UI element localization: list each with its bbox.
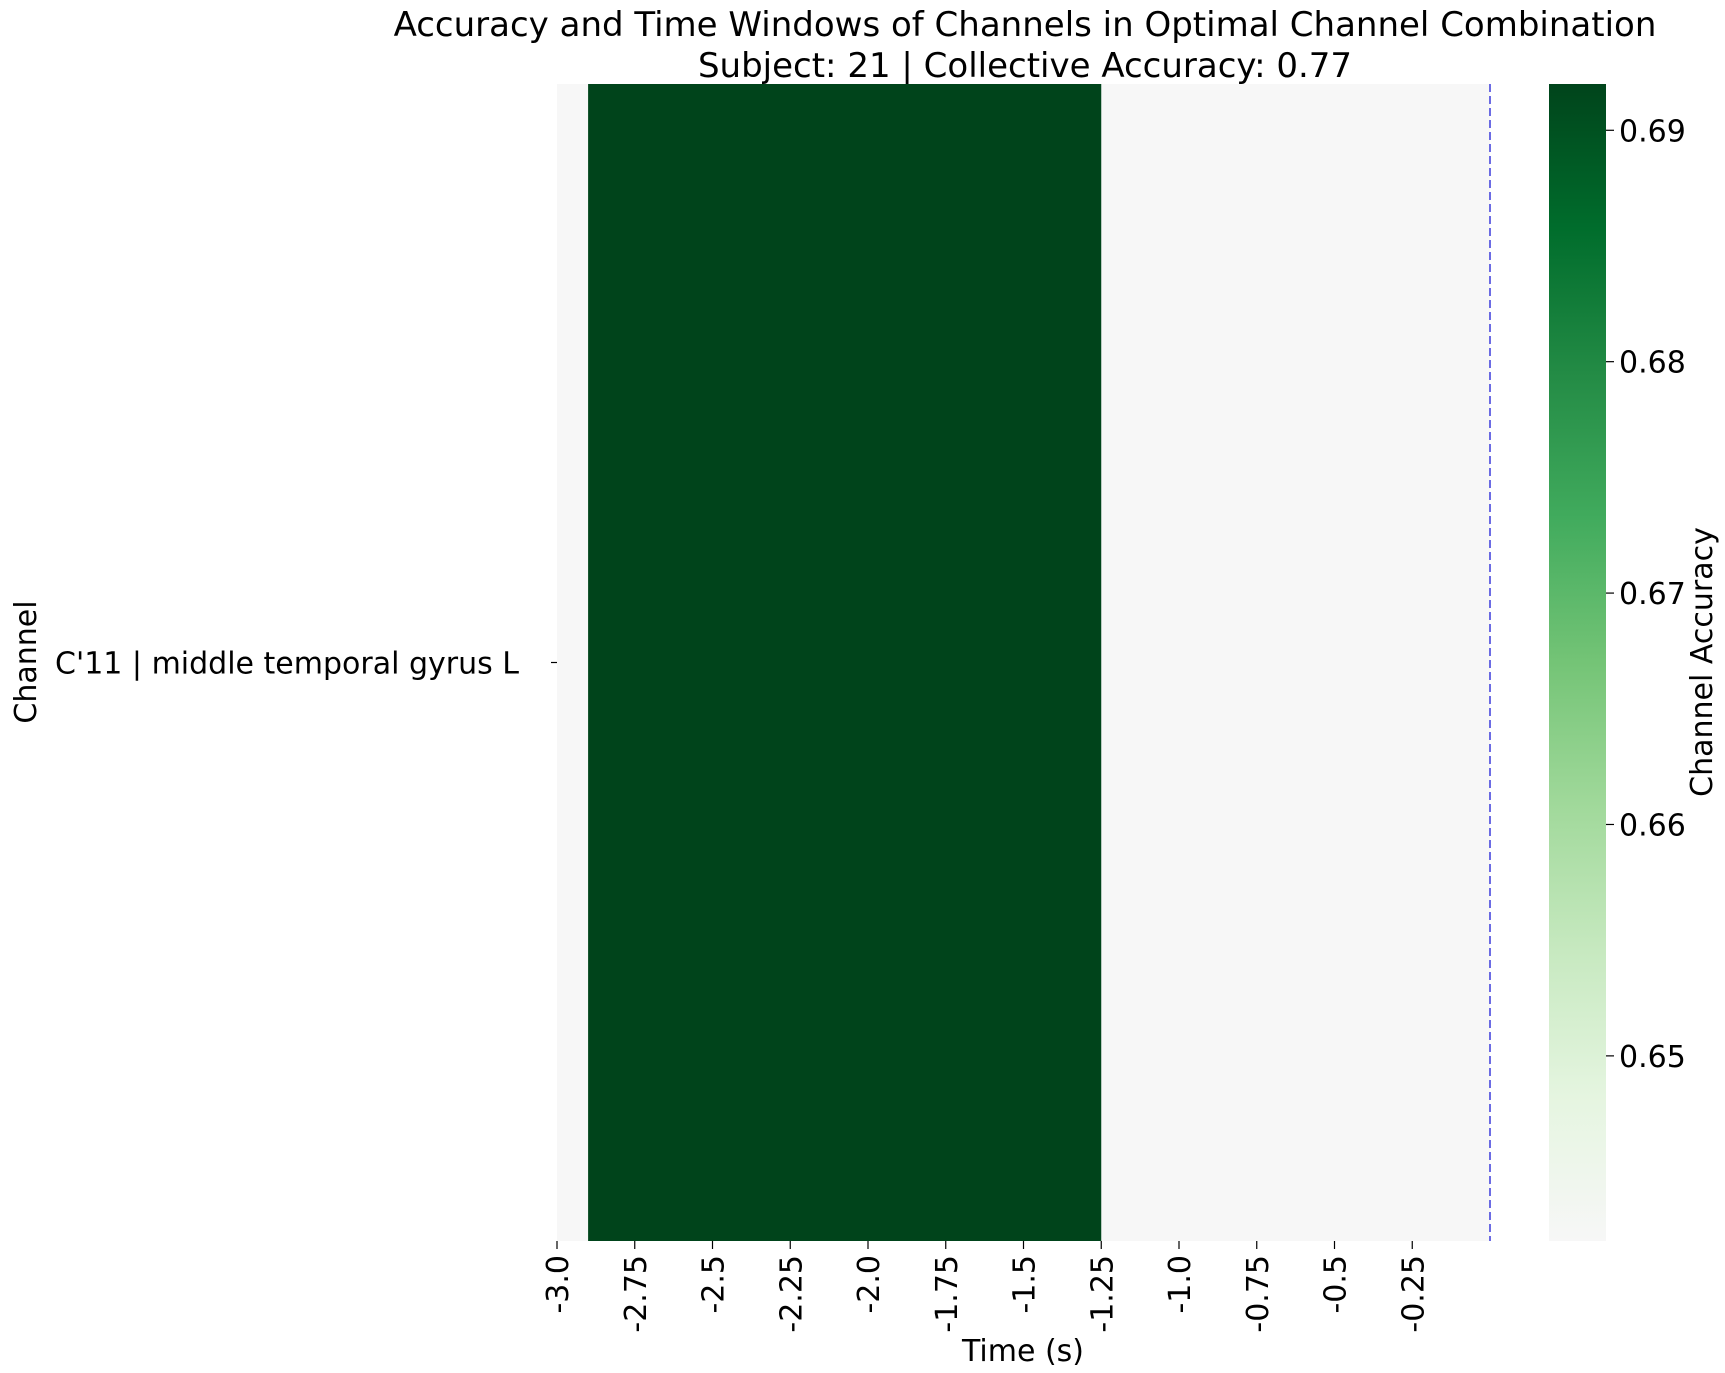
colorbar-tick-label: 0.66 — [1619, 808, 1686, 843]
x-tick-label: -0.25 — [1396, 1255, 1431, 1333]
y-axis-ticks: C'11 | middle temporal gyrus L — [55, 647, 557, 682]
x-tick-label: -1.0 — [1163, 1255, 1198, 1314]
x-tick-label: -1.25 — [1085, 1255, 1120, 1333]
x-tick-label: -0.5 — [1319, 1255, 1354, 1314]
x-axis-ticks: -3.0 -2.75 -2.5 -2.25 -2.0 -1.75 -1.5 -1.25 -1.0… — [541, 1241, 1431, 1333]
colorbar — [1549, 84, 1606, 1241]
x-axis-label: Time (s) — [961, 1334, 1084, 1369]
x-tick-label: -2.0 — [852, 1255, 887, 1314]
x-tick-label: -0.75 — [1241, 1255, 1276, 1333]
chart-title: Accuracy and Time Windows of Channels in… — [394, 5, 1657, 45]
colorbar-tick-label: 0.67 — [1619, 577, 1686, 612]
y-tick-label: C'11 | middle temporal gyrus L — [55, 647, 519, 682]
colorbar-ticks: 0.65 0.66 0.67 0.68 0.69 — [1606, 114, 1686, 1075]
windows-layer — [588, 84, 1102, 1241]
x-tick-label: -2.25 — [774, 1255, 809, 1333]
chart-subtitle: Subject: 21 | Collective Accuracy: 0.77 — [698, 46, 1352, 86]
x-tick-label: -2.5 — [697, 1255, 732, 1314]
x-tick-label: -3.0 — [541, 1255, 576, 1314]
colorbar-tick-label: 0.68 — [1619, 346, 1686, 381]
accuracy-window — [588, 84, 1102, 1241]
colorbar-label: Channel Accuracy — [1685, 527, 1720, 797]
y-axis-label: Channel — [9, 600, 44, 723]
colorbar-tick-label: 0.69 — [1619, 114, 1686, 149]
x-tick-label: -1.75 — [930, 1255, 965, 1333]
x-tick-label: -1.5 — [1008, 1255, 1043, 1314]
x-tick-label: -2.75 — [619, 1255, 654, 1333]
colorbar-tick-label: 0.65 — [1619, 1040, 1686, 1075]
